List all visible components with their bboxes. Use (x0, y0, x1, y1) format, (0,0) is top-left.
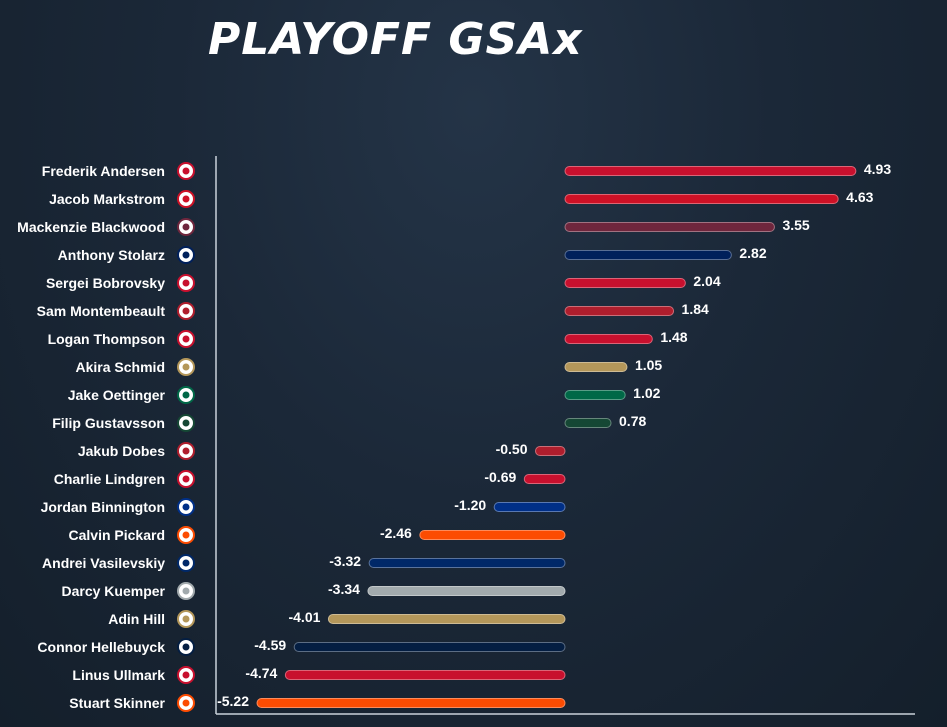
axes (215, 156, 915, 715)
bar-connor-hellebuyck (293, 642, 566, 652)
bar-sergei-bobrovsky (564, 278, 686, 288)
bar-akira-schmid (564, 362, 628, 372)
goalie-name-connor-hellebuyck: Connor Hellebuyck (37, 639, 165, 655)
bar-linus-ullmark (284, 670, 566, 680)
value-label-jordan-binnington: -1.20 (454, 497, 486, 513)
value-label-andrei-vasilevskiy: -3.32 (329, 553, 361, 569)
goalie-name-anthony-stolarz: Anthony Stolarz (58, 247, 165, 263)
bar-anthony-stolarz (564, 250, 732, 260)
dallas-logo-icon (177, 386, 195, 404)
montreal-logo-icon (177, 302, 195, 320)
value-label-darcy-kuemper: -3.34 (328, 581, 360, 597)
goalie-name-jake-oettinger: Jake Oettinger (68, 387, 166, 403)
value-label-linus-ullmark: -4.74 (245, 665, 277, 681)
bar-mackenzie-blackwood (564, 222, 775, 232)
goalie-name-andrei-vasilevskiy: Andrei Vasilevskiy (42, 555, 165, 571)
vegas-logo-icon (177, 358, 195, 376)
value-label-jakub-dobes: -0.50 (496, 441, 528, 457)
ottawa-logo-icon (177, 666, 195, 684)
bar-jordan-binnington (493, 502, 566, 512)
value-label-filip-gustavsson: 0.78 (619, 413, 646, 429)
edmonton-logo-icon (177, 694, 195, 712)
goalie-name-filip-gustavsson: Filip Gustavsson (52, 415, 165, 431)
value-label-sergei-bobrovsky: 2.04 (693, 273, 720, 289)
bar-sam-montembeault (564, 306, 675, 316)
goalie-name-linus-ullmark: Linus Ullmark (72, 667, 165, 683)
carolina-logo-icon (177, 162, 195, 180)
value-label-calvin-pickard: -2.46 (380, 525, 412, 541)
montreal-logo-icon (177, 442, 195, 460)
goalie-name-charlie-lindgren: Charlie Lindgren (54, 471, 165, 487)
value-label-mackenzie-blackwood: 3.55 (782, 217, 809, 233)
tampa-bay-logo-icon (177, 554, 195, 572)
edmonton-logo-icon (177, 526, 195, 544)
goalie-name-jakub-dobes: Jakub Dobes (78, 443, 165, 459)
bar-charlie-lindgren (523, 474, 566, 484)
st-louis-logo-icon (177, 498, 195, 516)
bar-rows: Frederik Andersen 4.93 Jacob Markstrom 4.63… (17, 161, 891, 712)
colorado-logo-icon (177, 218, 195, 236)
bar-jakub-dobes (535, 446, 566, 456)
bar-calvin-pickard (419, 530, 566, 540)
washington-logo-icon (177, 470, 195, 488)
goalie-name-darcy-kuemper: Darcy Kuemper (62, 583, 166, 599)
value-label-stuart-skinner: -5.22 (217, 693, 249, 709)
goalie-name-adin-hill: Adin Hill (108, 611, 165, 627)
value-label-jake-oettinger: 1.02 (633, 385, 660, 401)
toronto-logo-icon (177, 246, 195, 264)
goalie-name-jacob-markstrom: Jacob Markstrom (49, 191, 165, 207)
chart-title: PLAYOFF GSAx (208, 14, 583, 65)
goalie-name-sam-montembeault: Sam Montembeault (37, 303, 166, 319)
washington-logo-icon (177, 330, 195, 348)
bar-filip-gustavsson (564, 418, 612, 428)
goalie-name-sergei-bobrovsky: Sergei Bobrovsky (46, 275, 165, 291)
goalie-name-stuart-skinner: Stuart Skinner (69, 695, 165, 711)
goalie-name-logan-thompson: Logan Thompson (48, 331, 165, 347)
bar-darcy-kuemper (367, 586, 566, 596)
bar-stuart-skinner (256, 698, 566, 708)
value-label-anthony-stolarz: 2.82 (739, 245, 766, 261)
los-angeles-logo-icon (177, 582, 195, 600)
bar-frederik-andersen (564, 166, 857, 176)
florida-logo-icon (177, 274, 195, 292)
bar-adin-hill (327, 614, 566, 624)
bar-andrei-vasilevskiy (368, 558, 566, 568)
value-label-jacob-markstrom: 4.63 (846, 189, 873, 205)
minnesota-logo-icon (177, 414, 195, 432)
goalie-name-akira-schmid: Akira Schmid (76, 359, 165, 375)
bar-jake-oettinger (564, 390, 626, 400)
goalie-name-jordan-binnington: Jordan Binnington (41, 499, 165, 515)
goalie-name-frederik-andersen: Frederik Andersen (42, 163, 165, 179)
new-jersey-logo-icon (177, 190, 195, 208)
value-label-connor-hellebuyck: -4.59 (254, 637, 286, 653)
winnipeg-logo-icon (177, 638, 195, 656)
value-label-logan-thompson: 1.48 (660, 329, 687, 345)
bar-logan-thompson (564, 334, 653, 344)
value-label-akira-schmid: 1.05 (635, 357, 662, 373)
value-label-frederik-andersen: 4.93 (864, 161, 891, 177)
value-label-adin-hill: -4.01 (288, 609, 320, 625)
bar-jacob-markstrom (564, 194, 839, 204)
value-label-sam-montembeault: 1.84 (682, 301, 709, 317)
vegas-logo-icon (177, 610, 195, 628)
goalie-name-calvin-pickard: Calvin Pickard (69, 527, 166, 543)
value-label-charlie-lindgren: -0.69 (484, 469, 516, 485)
goalie-name-mackenzie-blackwood: Mackenzie Blackwood (17, 219, 165, 235)
